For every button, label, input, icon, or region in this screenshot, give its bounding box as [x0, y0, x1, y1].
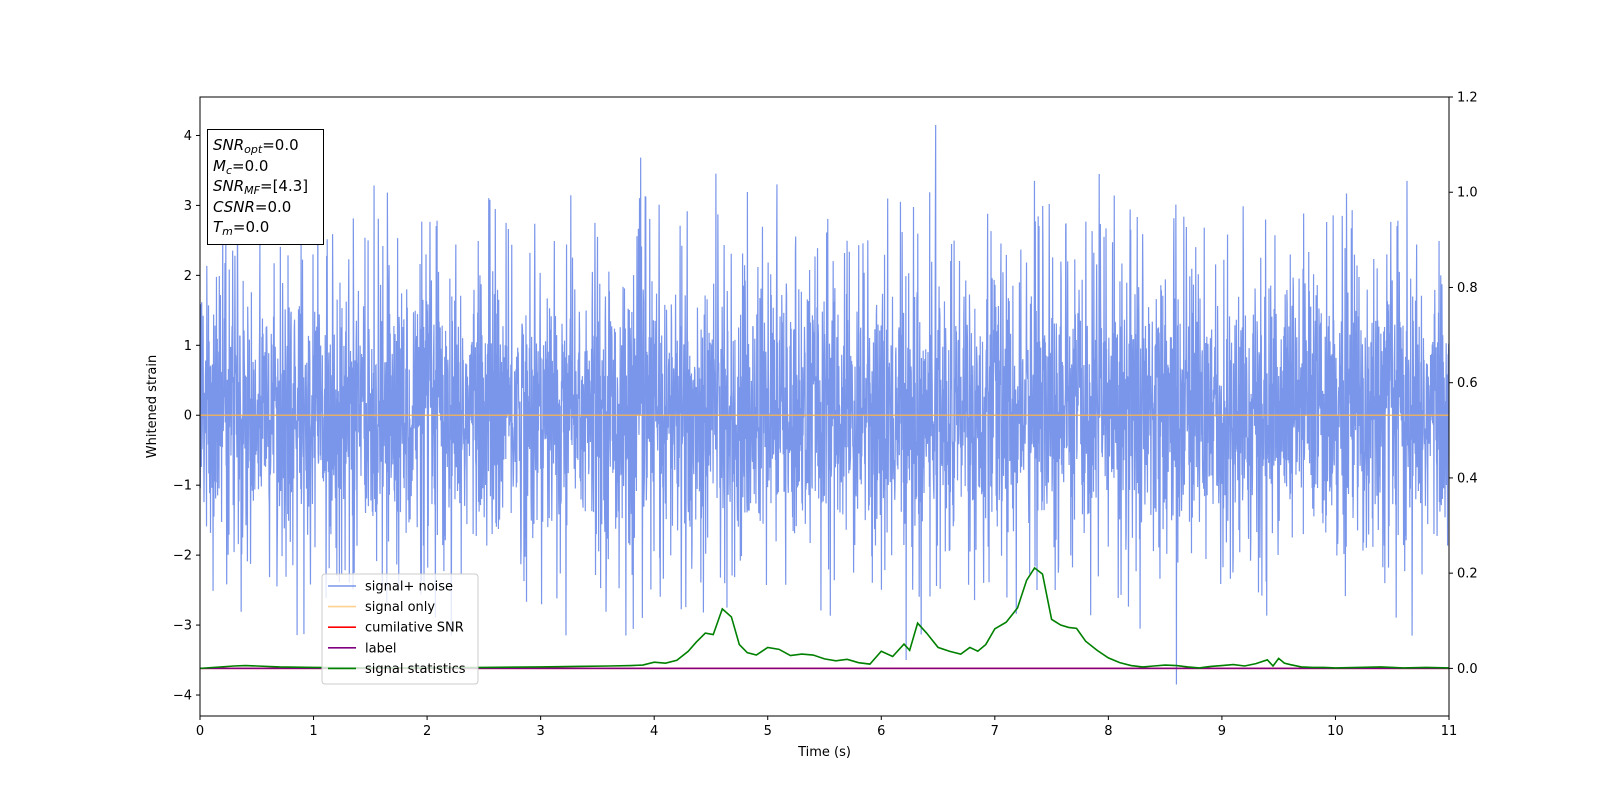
y-tick-label: −3	[173, 619, 192, 634]
y-tick-label: 2	[184, 269, 192, 284]
legend-label: signal+ noise	[365, 580, 453, 595]
snr-mf-row: SNRMF=[4.3]	[213, 177, 309, 197]
y2-tick-label: 1.2	[1457, 91, 1478, 106]
x-tick-label: 7	[991, 724, 999, 739]
x-tick-label: 0	[196, 724, 204, 739]
x-tick-label: 6	[877, 724, 885, 739]
legend-label: label	[365, 641, 396, 656]
tm-row: Tm=0.0	[213, 218, 270, 238]
csnr-row: CSNR=0.0	[213, 197, 292, 216]
x-tick-label: 11	[1441, 724, 1458, 739]
x-tick-label: 1	[309, 724, 317, 739]
y2-tick-label: 0.4	[1457, 471, 1478, 486]
snr-opt-row: SNRopt=0.0	[213, 136, 299, 156]
x-tick-label: 4	[650, 724, 658, 739]
legend: signal+ noise signal only cumilative SNR la…	[321, 573, 479, 685]
snr-opt-value: 0.0	[274, 136, 299, 154]
signal-statistics-series	[199, 566, 1450, 670]
y2-tick-label: 1.0	[1457, 186, 1478, 201]
y2-axis-ticks: 1.2 1.0 0.8 0.6 0.4 0.2 0.0	[1449, 91, 1478, 677]
y2-tick-label: 0.8	[1457, 281, 1478, 296]
y-axis-ticks: 4 3 2 1 0 −1 −2 −3 −4	[173, 129, 200, 704]
mc-row: Mc=0.0	[213, 156, 269, 177]
csnr-value: 0.0	[267, 197, 292, 216]
x-tick-label: 3	[536, 724, 544, 739]
y2-tick-label: 0.0	[1457, 662, 1478, 677]
legend-label: cumilative SNR	[365, 621, 464, 636]
y-tick-label: −1	[173, 479, 192, 494]
y-tick-label: −2	[173, 549, 192, 564]
y-axis-label: Whitened strain	[145, 355, 160, 458]
plot-frame	[199, 96, 1450, 717]
mc-value: 0.0	[244, 156, 269, 175]
metrics-annotation-box: SNRopt=0.0 Mc=0.0 SNRMF=[4.3] CSNR=0.0 T…	[207, 129, 324, 245]
y2-tick-label: 0.6	[1457, 376, 1478, 391]
y2-tick-label: 0.2	[1457, 567, 1478, 582]
y-tick-label: 3	[184, 199, 192, 214]
y-tick-label: −4	[173, 689, 192, 704]
x-tick-label: 5	[764, 724, 772, 739]
y-tick-label: 1	[184, 339, 192, 354]
x-tick-label: 9	[1218, 724, 1226, 739]
y-tick-label: 4	[184, 129, 192, 144]
x-axis-ticks: 0 1 2 3 4 5 6 7 8 9 10 11	[196, 716, 1457, 739]
snr-mf-value: [4.3]	[272, 177, 309, 195]
legend-frame	[321, 573, 479, 685]
x-axis-label: Time (s)	[797, 745, 851, 760]
x-tick-label: 10	[1327, 724, 1344, 739]
signal-statistics-line	[199, 566, 1450, 670]
y-tick-label: 0	[184, 409, 192, 424]
legend-label: signal only	[365, 600, 435, 615]
tm-value: 0.0	[245, 218, 270, 236]
x-tick-label: 8	[1104, 724, 1112, 739]
x-tick-label: 2	[423, 724, 431, 739]
legend-label: signal statistics	[365, 662, 466, 677]
